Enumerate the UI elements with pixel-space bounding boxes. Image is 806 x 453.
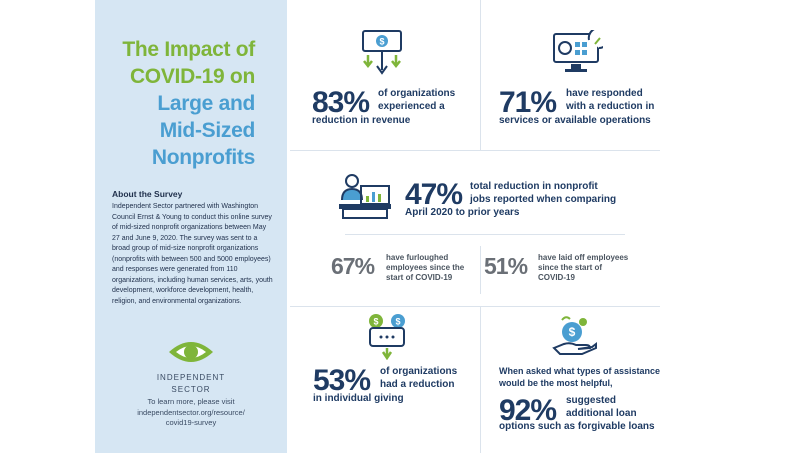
title-line: The Impact of bbox=[122, 38, 255, 61]
divider bbox=[290, 150, 660, 151]
stat-jobs-text: April 2020 to prior years bbox=[405, 207, 520, 218]
money-down-icon: $ bbox=[362, 30, 402, 75]
page-title: The Impact of COVID-19 on Large and Mid-… bbox=[95, 36, 255, 171]
donation-money-icon: $ $ bbox=[369, 314, 405, 360]
learn-more-line: To learn more, please visit bbox=[147, 397, 235, 406]
stat-giving-text: of organizations had a reduction bbox=[380, 366, 457, 391]
stat-line: experienced a bbox=[378, 100, 445, 112]
stat-line: additional loan bbox=[566, 407, 637, 419]
stat-line: of organizations bbox=[380, 366, 458, 377]
logo-text: SECTOR bbox=[171, 385, 211, 394]
hand-money-icon: $ bbox=[552, 316, 597, 355]
stat-assistance-text: options such as forgivable loans bbox=[499, 421, 655, 432]
stat-furlough-text: have furloughed employees since the star… bbox=[386, 253, 464, 283]
about-heading: About the Survey bbox=[112, 189, 183, 199]
sidebar-panel: The Impact of COVID-19 on Large and Mid-… bbox=[95, 0, 287, 453]
eye-logo-icon bbox=[169, 342, 213, 362]
stat-revenue-text: of organizations experienced a bbox=[378, 88, 455, 113]
stat-line: have responded bbox=[566, 88, 643, 99]
svg-text:$: $ bbox=[395, 317, 400, 327]
stat-giving-percent: 53% bbox=[313, 364, 371, 397]
stat-line: suggested bbox=[566, 395, 617, 406]
stat-line: of organizations bbox=[378, 88, 456, 99]
svg-text:$: $ bbox=[569, 325, 576, 339]
learn-more-text: To learn more, please visit independents… bbox=[105, 397, 277, 429]
stat-services-text: services or available operations bbox=[499, 115, 651, 126]
stat-assistance-percent: 92% bbox=[499, 394, 557, 427]
stat-layoff-text: have laid off employees since the start … bbox=[538, 253, 628, 283]
divider bbox=[480, 306, 481, 453]
about-text: Independent Sector partnered with Washin… bbox=[112, 203, 273, 305]
stat-line: total reduction in nonprofit bbox=[470, 181, 598, 192]
learn-more-link[interactable]: covid19-survey bbox=[165, 418, 217, 427]
stat-furlough-percent: 67% bbox=[331, 253, 375, 279]
stat-line: since the start of bbox=[538, 263, 603, 272]
divider bbox=[345, 234, 625, 235]
title-line: Nonprofits bbox=[151, 146, 255, 169]
title-line: Mid-Sized bbox=[159, 119, 256, 142]
stat-jobs-percent: 47% bbox=[405, 178, 463, 211]
monitor-gauge-icon bbox=[553, 30, 603, 72]
stat-giving-text: in individual giving bbox=[313, 393, 404, 404]
stat-line: had a reduction bbox=[380, 378, 455, 390]
independent-sector-logo: INDEPENDENT SECTOR bbox=[153, 338, 229, 395]
stat-line: employees since the bbox=[386, 263, 465, 272]
stat-line: would be the most helpful, bbox=[499, 377, 613, 388]
stat-jobs-text: total reduction in nonprofit jobs report… bbox=[470, 181, 616, 206]
stat-line: have furloughed bbox=[386, 253, 449, 262]
stat-revenue-text: reduction in revenue bbox=[312, 115, 411, 126]
svg-text:$: $ bbox=[379, 37, 384, 47]
svg-text:$: $ bbox=[373, 317, 378, 327]
stat-revenue-percent: 83% bbox=[312, 86, 370, 119]
logo-text: INDEPENDENT bbox=[156, 373, 226, 382]
title-line: Large and bbox=[157, 92, 255, 115]
stat-line: When asked what types of assistance bbox=[499, 366, 661, 376]
title-line: COVID-19 on bbox=[129, 65, 255, 88]
stat-line: with a reduction in bbox=[566, 100, 655, 112]
stat-line: start of COVID-19 bbox=[386, 273, 453, 282]
stat-line: have laid off employees bbox=[538, 253, 629, 262]
divider bbox=[480, 0, 481, 150]
office-worker-icon bbox=[339, 174, 391, 219]
stat-line: jobs reported when comparing bbox=[470, 193, 617, 205]
divider bbox=[480, 246, 481, 294]
learn-more-link[interactable]: independentsector.org/resource/ bbox=[137, 407, 245, 417]
stat-assistance-intro: When asked what types of assistance woul… bbox=[499, 366, 660, 389]
stat-assistance-text: suggested additional loan bbox=[566, 395, 637, 420]
stat-line: COVID-19 bbox=[538, 273, 575, 282]
stat-services-text: have responded with a reduction in bbox=[566, 88, 654, 113]
divider bbox=[290, 306, 660, 307]
stat-services-percent: 71% bbox=[499, 86, 557, 119]
stat-layoff-percent: 51% bbox=[484, 253, 528, 279]
